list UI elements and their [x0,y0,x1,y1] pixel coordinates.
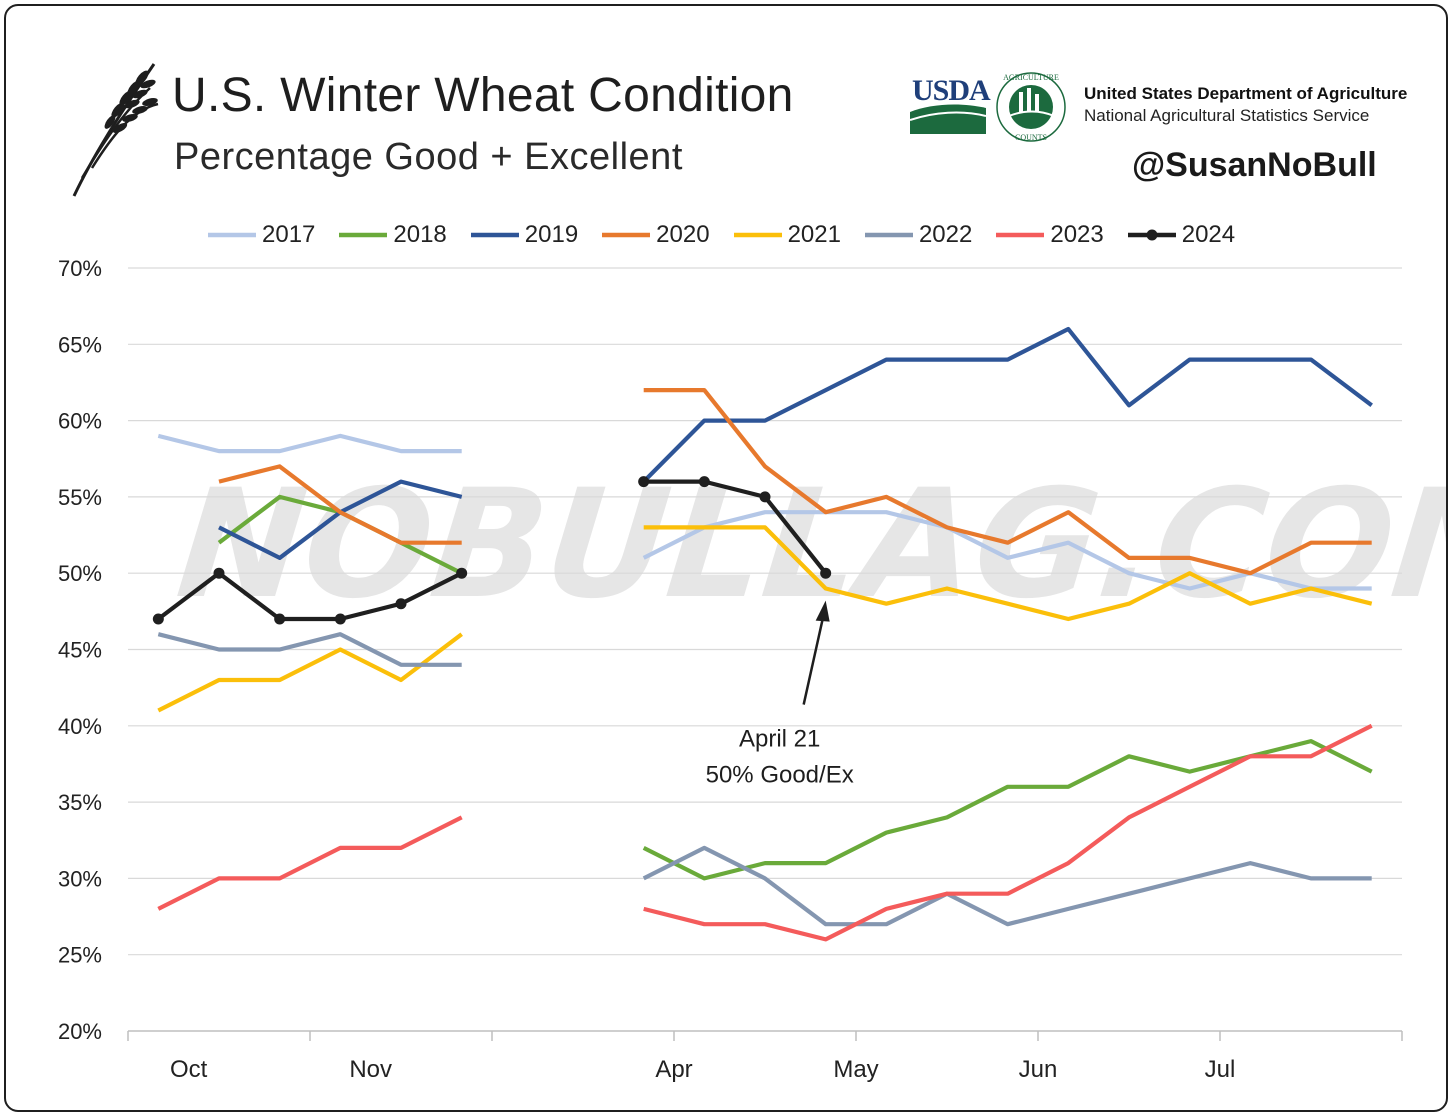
x-tick-label: May [833,1056,878,1083]
legend-item-2021: 2021 [732,221,841,249]
author-handle: @SusanNoBull [1132,146,1377,184]
legend-label: 2018 [393,221,447,248]
data-point-2024 [334,613,346,625]
legend-item-2019: 2019 [469,221,578,249]
agency-subname: National Agricultural Statistics Service [1084,106,1370,125]
y-tick-label: 50% [58,561,102,586]
y-tick-label: 20% [58,1019,102,1044]
watermark-text: NOBULLAG.COM [170,457,1448,632]
legend-item-2018: 2018 [337,221,447,249]
legend-label: 2021 [787,221,841,248]
legend-swatch-icon [996,232,1045,238]
series-line-2021 [157,525,1373,713]
data-point-2024 [759,491,771,503]
legend-item-2024: 2024 [1126,221,1235,249]
seal-text-top: AGRICULTURE [1003,73,1059,82]
legend-label: 2023 [1050,221,1104,248]
legend-swatch-icon [733,232,782,238]
x-tick-label: Oct [170,1056,208,1083]
legend-label: 2022 [918,221,973,248]
x-tick-label: Apr [655,1056,692,1083]
agency-name: United States Department of Agriculture [1084,84,1408,103]
y-tick-label: 55% [58,485,102,510]
data-point-2024 [820,567,832,579]
line-chart: NOBULLAG.COM 20% 25% 30% 35% 40% 45% 50% 55% 60% 6… [58,256,1448,1083]
legend-swatch-icon [208,232,256,238]
legend-item-2022: 2022 [863,221,972,249]
legend-swatch-icon [602,232,651,238]
legend-label: 2017 [262,221,316,248]
data-point-2024 [638,476,650,488]
x-tick-label: Jun [1019,1056,1058,1083]
y-tick-label: 65% [58,332,102,357]
data-point-2024 [456,567,468,579]
legend-label: 2024 [1181,221,1236,248]
x-tick-label: Nov [349,1056,392,1083]
legend-item-2023: 2023 [994,221,1104,249]
series-line-2024 [157,479,828,622]
legend-swatch-icon [339,232,388,238]
data-point-2024 [152,613,164,625]
y-tick-label: 45% [58,638,102,663]
legend-item-2017: 2017 [206,221,315,249]
legend-label: 2020 [656,221,710,248]
chart-subtitle: Percentage Good + Excellent [174,136,683,178]
data-point-2024 [274,613,286,625]
y-tick-label: 70% [58,256,102,281]
series-line-2020 [218,388,1372,576]
y-tick-label: 35% [58,790,102,815]
legend-swatch-icon [470,232,519,238]
data-point-2024 [395,598,407,610]
wheat-icon [72,63,159,197]
y-tick-label: 40% [58,714,102,739]
y-tick-label: 60% [58,409,102,434]
annotation-arrowhead-icon [815,600,830,622]
usda-logo: USDA [912,74,991,107]
annotation-line-1: April 21 [739,726,820,753]
legend-swatch-icon [1127,229,1176,241]
seal-text-bottom: COUNTS [1015,133,1047,142]
chart-title: U.S. Winter Wheat Condition [172,69,794,122]
usda-logo-graphic [910,104,986,134]
annotation-line-2: 50% Good/Ex [706,762,854,789]
legend-label: 2019 [524,221,579,248]
series-line-2022 [157,632,1372,927]
legend-item-2020: 2020 [600,221,710,249]
data-point-2024 [213,567,225,579]
series-line-2023 [157,723,1373,942]
chart-frame: U.S. Winter Wheat Condition Percentage G… [4,4,1448,1112]
legend-swatch-icon [864,232,913,238]
y-tick-label: 30% [58,866,102,891]
agriculture-counts-seal-icon: AGRICULTURE COUNTS [996,72,1066,142]
y-tick-label: 25% [58,943,102,968]
annotation-arrow [802,614,825,705]
data-point-2024 [698,476,710,488]
chart-legend: 2017 2018 2019 2020 2021 2022 2023 2024 [206,218,1306,252]
x-tick-label: Jul [1205,1056,1236,1083]
